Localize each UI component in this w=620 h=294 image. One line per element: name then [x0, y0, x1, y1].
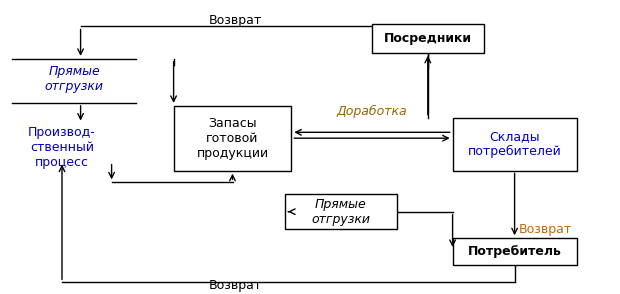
Text: Потребитель: Потребитель	[467, 245, 562, 258]
Text: Прямые
отгрузки: Прямые отгрузки	[45, 65, 104, 93]
Text: Посредники: Посредники	[384, 32, 472, 45]
Text: Производ-
ственный
процесс: Производ- ственный процесс	[28, 126, 96, 168]
FancyBboxPatch shape	[372, 24, 484, 53]
FancyBboxPatch shape	[174, 106, 291, 171]
Text: Доработка: Доработка	[337, 105, 407, 118]
FancyBboxPatch shape	[453, 238, 577, 265]
Text: Возврат: Возврат	[209, 14, 262, 27]
FancyBboxPatch shape	[453, 118, 577, 171]
Text: Склады
потребителей: Склады потребителей	[467, 130, 562, 158]
Text: Возврат: Возврат	[209, 279, 262, 292]
Text: Запасы
готовой
продукции: Запасы готовой продукции	[197, 117, 268, 160]
FancyBboxPatch shape	[285, 194, 397, 229]
Text: Возврат: Возврат	[519, 223, 572, 236]
Text: Прямые
отгрузки: Прямые отгрузки	[311, 198, 371, 226]
